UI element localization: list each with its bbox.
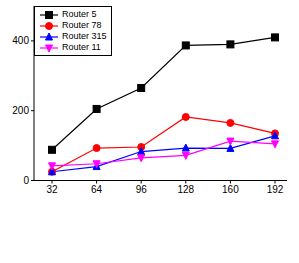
svg-text:200: 200 (12, 105, 29, 116)
svg-text:96: 96 (136, 184, 148, 195)
svg-text:400: 400 (12, 35, 29, 46)
svg-text:32: 32 (46, 184, 58, 195)
html-text:Router 11: Router 11 (62, 42, 101, 52)
html-text:Router 315: Router 315 (62, 31, 107, 41)
svg-text:0: 0 (23, 175, 29, 186)
html-text:Router 5: Router 5 (62, 9, 97, 19)
html-text:Router 78: Router 78 (62, 20, 102, 30)
svg-text:64: 64 (91, 184, 103, 195)
svg-text:128: 128 (177, 184, 194, 195)
svg-text:192: 192 (267, 184, 284, 195)
svg-text:160: 160 (222, 184, 239, 195)
